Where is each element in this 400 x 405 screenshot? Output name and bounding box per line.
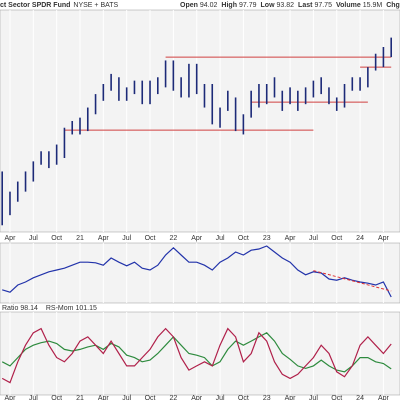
x-tick-label: Jul [309,395,318,400]
x-tick-label: 22 [169,235,177,242]
x-tick-label: Jul [216,235,225,242]
x-tick-label: Jul [122,235,131,242]
x-tick-label: Apr [191,235,203,242]
x-tick-label: 22 [169,395,177,400]
series-line [1,327,392,384]
rs-panel [0,242,400,304]
x-tick-label: Oct [51,395,62,400]
x-tick-label: Apr [191,395,203,400]
x-tick-label: Jul [29,395,38,400]
quote-value: 93.82 [277,2,295,9]
x-tick-label: Apr [285,395,297,400]
x-tick-label: 21 [76,395,84,400]
x-tick-label: Oct [51,235,62,242]
price-panel [0,9,400,233]
quote-label: Chg [386,2,400,9]
x-tick-label: Apr [5,235,17,242]
x-tick-label: Apr [5,395,17,400]
x-tick-label: Apr [98,235,110,242]
x-tick-label: Oct [145,395,156,400]
x-tick-label: Apr [98,395,110,400]
quote-label: Last [298,2,313,9]
x-tick-label: Oct [331,235,342,242]
x-tick-label: Jul [309,235,318,242]
series-line [2,245,392,298]
series-line [1,332,392,373]
quote-value: 15.9M [363,2,383,9]
x-tick-label: 23 [263,235,271,242]
x-tick-label: Oct [238,235,249,242]
quote-value: 97.75 [314,2,332,9]
trendline [313,270,392,292]
x-tick-label: 24 [356,235,364,242]
legend-name: Ratio [2,305,18,312]
rrg-panel [0,311,400,396]
legend-name: RS-Mom [46,305,74,312]
legend-value: 101.15 [76,305,98,312]
x-tick-label: Jul [122,395,131,400]
x-tick-label: 24 [356,395,364,400]
quote-label: Low [261,2,276,9]
quote-label: Volume [336,2,361,9]
quote-value: 94.02 [200,2,218,9]
x-tick-label: Oct [238,395,249,400]
x-tick-label: Jul [29,235,38,242]
x-tick-label: Oct [331,395,342,400]
x-tick-label: 21 [76,235,84,242]
x-tick-label: 23 [263,395,271,400]
quote-label: High [221,2,237,9]
legend-value: 98.14 [20,305,38,312]
x-tick-label: Apr [378,395,390,400]
exchange: NYSE + BATS [73,2,118,9]
x-tick-label: Oct [145,235,156,242]
x-tick-label: Jul [216,395,225,400]
fund-title: ct Sector SPDR Fund [0,2,70,9]
quote-label: Open [180,2,198,9]
x-tick-label: Apr [378,235,390,242]
x-tick-label: Apr [285,235,297,242]
quote-value: 97.79 [239,2,257,9]
